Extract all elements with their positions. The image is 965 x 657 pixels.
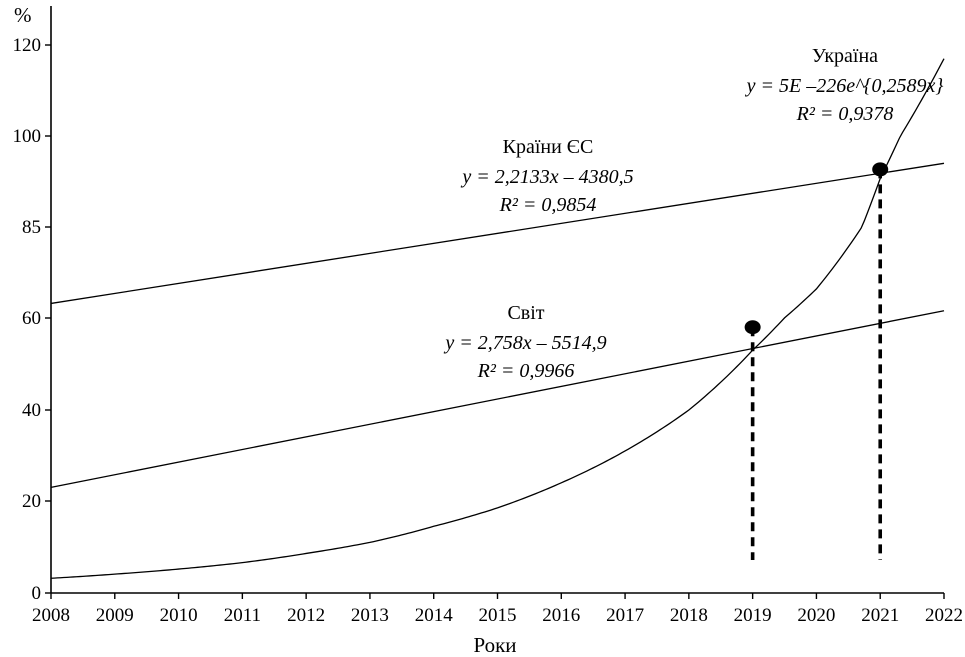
- x-tick-label: 2019: [734, 605, 772, 626]
- x-tick-label: 2012: [287, 605, 325, 626]
- x-tick-label: 2014: [415, 605, 454, 626]
- equation-eu: y = 2,2133x – 4380,5: [460, 166, 633, 188]
- r2-eu: R² = 0,9854: [499, 194, 597, 216]
- y-tick-label: 0: [32, 583, 42, 604]
- y-tick-label: 100: [13, 126, 42, 147]
- markers: [744, 162, 889, 560]
- series-line-0: [50, 58, 945, 579]
- x-tick-label: 2016: [542, 605, 580, 626]
- y-tick-label: 60: [22, 308, 41, 329]
- series-name-world: Світ: [507, 302, 544, 324]
- x-tick-label: 2009: [96, 605, 134, 626]
- x-tick-label: 2013: [351, 605, 389, 626]
- r2-world: R² = 0,9966: [477, 360, 575, 382]
- equation-world: y = 2,758x – 5514,9: [443, 332, 606, 354]
- marker-point-1: [872, 162, 889, 177]
- r2-ukraine: R² = 0,9378: [796, 103, 894, 125]
- y-tick-label: 85: [22, 217, 41, 238]
- x-tick-label: 2018: [670, 605, 708, 626]
- y-axis-label: %: [14, 3, 32, 27]
- series-line-2: [50, 310, 945, 488]
- x-tick-label: 2008: [32, 605, 70, 626]
- series-name-eu: Країни ЄС: [503, 136, 594, 158]
- x-tick-label: 2020: [797, 605, 835, 626]
- series-name-ukraine: Україна: [812, 45, 878, 67]
- y-tick-label: 40: [22, 400, 41, 421]
- series-line-1: [50, 162, 945, 305]
- ticks: 0 20 40 60 85 100 120 2008 2009 2010 2011 2012 2013 2…: [13, 35, 964, 626]
- x-tick-label: 2017: [606, 605, 644, 626]
- x-tick-label: 2021: [861, 605, 899, 626]
- marker-point-0: [744, 320, 761, 335]
- y-tick-label: 20: [22, 491, 41, 512]
- x-tick-label: 2011: [224, 605, 261, 626]
- x-tick-label: 2015: [479, 605, 517, 626]
- x-axis-label: Роки: [473, 633, 516, 657]
- x-tick-label: 2022: [925, 605, 963, 626]
- y-tick-label: 120: [13, 35, 42, 56]
- x-tick-label: 2010: [160, 605, 198, 626]
- series-lines: [50, 58, 945, 579]
- equation-ukraine: y = 5E –226e^{0,2589x}: [745, 75, 944, 97]
